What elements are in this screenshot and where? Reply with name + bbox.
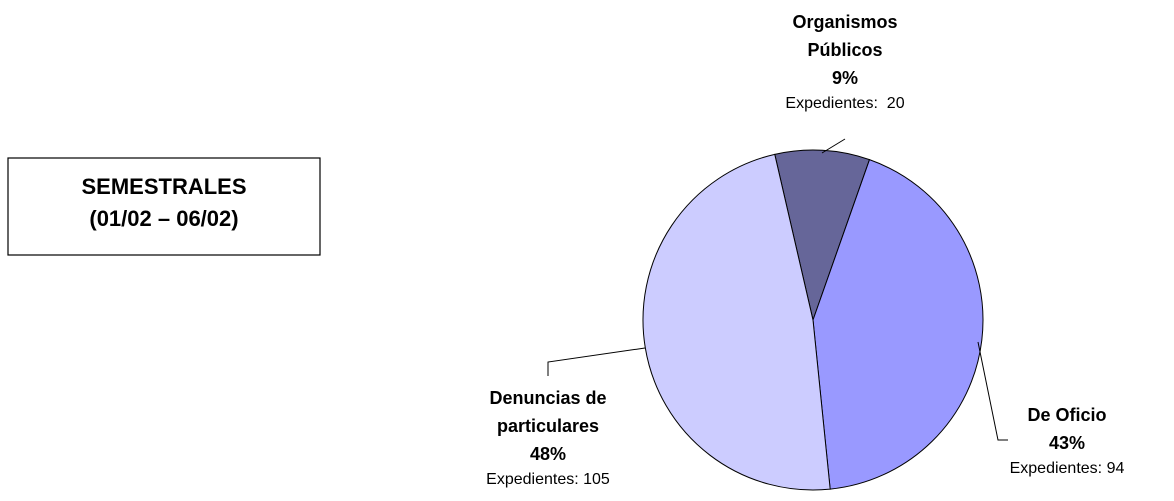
count-label: Expedientes: [1009, 460, 1103, 477]
pie-slice [774, 149, 871, 322]
pie-slice [812, 159, 984, 490]
leader-line [547, 347, 646, 376]
slice-count: Expedientes: 105 [463, 468, 633, 492]
slice-percent: 43% [1048, 433, 1086, 453]
count-value: 94 [1106, 460, 1125, 477]
count-label: Expedientes: [785, 95, 878, 112]
slice-label: Organismos Públicos 9% Expedientes: 20 [780, 8, 910, 116]
slice-percent: 9% [831, 68, 858, 88]
slice-percent: 48% [529, 444, 567, 464]
pie [642, 149, 984, 491]
slice-label: De Oficio 43% Expedientes: 94 [987, 401, 1147, 481]
count-label: Expedientes: [486, 471, 579, 488]
title-box [7, 157, 321, 256]
slice-count: Expedientes: 20 [780, 92, 910, 116]
count-value: 105 [583, 471, 610, 488]
leader-line [977, 341, 1008, 441]
slice-name: Organismos Públicos [792, 12, 898, 60]
slice-label: Denuncias de particulares 48% Expediente… [463, 384, 633, 492]
pie-slice [642, 153, 831, 491]
slice-name: De Oficio [1027, 405, 1107, 425]
leader-line [821, 138, 846, 154]
slice-name: Denuncias de particulares [489, 388, 607, 436]
box-line: (01/02 – 06/02) [89, 206, 238, 231]
count-value: 20 [886, 95, 905, 112]
slice-count: Expedientes: 94 [987, 457, 1147, 481]
box-line: SEMESTRALES [81, 174, 246, 199]
